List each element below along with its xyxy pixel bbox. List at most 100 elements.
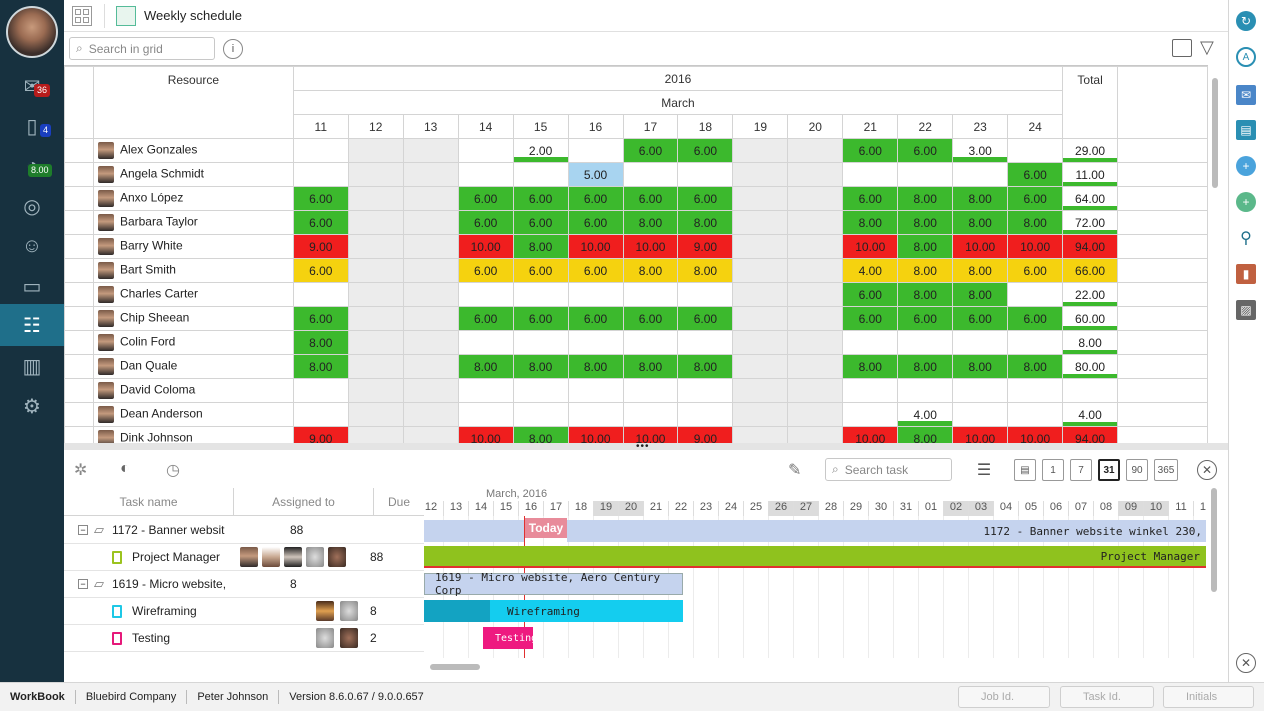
schedule-cell[interactable] xyxy=(1007,282,1064,307)
chart-icon[interactable]: ▨ xyxy=(1236,300,1256,320)
view-7-button[interactable]: 7 xyxy=(1070,459,1092,481)
schedule-cell[interactable]: 6.00 xyxy=(457,306,514,331)
schedule-cell[interactable]: 8.00 xyxy=(677,354,734,379)
job-id-input[interactable]: Job Id. xyxy=(958,686,1050,708)
gantt-bar-micro-website[interactable]: 1619 - Micro website, Aero Century Corp xyxy=(424,571,683,597)
schedule-cell[interactable]: 6.00 xyxy=(842,186,899,211)
schedule-cell[interactable] xyxy=(787,258,844,283)
schedule-cell[interactable] xyxy=(402,354,459,379)
schedule-cell[interactable] xyxy=(677,378,734,403)
status-user[interactable]: Peter Johnson xyxy=(187,690,280,704)
schedule-cell[interactable]: 8.00 xyxy=(952,210,1009,235)
resource-row[interactable]: Alex Gonzales 2.00 6.00 6.00 6.00 6.00 3.00 29.… xyxy=(64,138,1208,163)
new-task-icon[interactable]: ✲ xyxy=(74,462,88,479)
schedule-cell[interactable]: 10.00 xyxy=(952,234,1009,259)
row-selector[interactable] xyxy=(64,402,94,427)
resource-row[interactable]: Bart Smith 6.00 6.00 6.00 6.00 8.00 8.00 4.00 8.… xyxy=(64,258,1208,283)
task-row[interactable]: − ▱ 1172 - Banner websit 88 xyxy=(64,517,424,544)
schedule-cell[interactable]: 6.00 xyxy=(842,138,899,163)
schedule-cell[interactable]: 8.00 xyxy=(952,186,1009,211)
assignee-avatar[interactable] xyxy=(306,547,324,567)
refresh-icon[interactable]: ↻ xyxy=(1236,11,1256,31)
schedule-cell[interactable]: 6.00 xyxy=(677,186,734,211)
schedule-cell[interactable] xyxy=(732,282,789,307)
schedule-cell[interactable]: 8.00 xyxy=(1007,354,1064,379)
schedule-cell[interactable]: 10.00 xyxy=(842,234,899,259)
gantt-bar-project-manager[interactable]: Project Manager xyxy=(424,546,1206,568)
row-selector[interactable] xyxy=(64,330,94,355)
schedule-cell[interactable]: 9.00 xyxy=(292,426,349,443)
schedule-cell[interactable]: 8.00 xyxy=(512,234,569,259)
info-icon[interactable]: i xyxy=(223,39,243,59)
assignee-avatar[interactable] xyxy=(316,601,334,621)
schedule-cell[interactable]: 8.00 xyxy=(897,258,954,283)
schedule-cell[interactable]: 6.00 xyxy=(1007,306,1064,331)
assignee-avatar[interactable] xyxy=(328,547,346,567)
schedule-cell[interactable]: 8.00 xyxy=(897,186,954,211)
schedule-cell[interactable] xyxy=(567,138,624,163)
row-selector[interactable] xyxy=(64,138,94,163)
schedule-cell[interactable] xyxy=(512,162,569,187)
schedule-cell[interactable]: 6.00 xyxy=(842,282,899,307)
schedule-cell[interactable] xyxy=(347,426,404,443)
schedule-cell[interactable] xyxy=(512,402,569,427)
schedule-cell[interactable] xyxy=(787,306,844,331)
resource-row[interactable]: Colin Ford 8.00 8.00 xyxy=(64,330,1208,355)
schedule-cell[interactable] xyxy=(787,234,844,259)
schedule-cell[interactable]: 4.00 xyxy=(842,258,899,283)
assignee-avatar[interactable] xyxy=(262,547,280,567)
schedule-cell[interactable] xyxy=(402,186,459,211)
schedule-cell[interactable] xyxy=(292,282,349,307)
status-company[interactable]: Bluebird Company xyxy=(76,690,188,704)
task-search-input[interactable]: ⌕ Search task xyxy=(825,458,952,481)
schedule-cell[interactable]: 10.00 xyxy=(622,426,679,443)
gantt-bar-wireframing-progress[interactable] xyxy=(424,600,490,622)
view-365-button[interactable]: 365 xyxy=(1154,459,1178,481)
gantt-bar-testing[interactable]: Testing xyxy=(483,627,537,649)
schedule-cell[interactable] xyxy=(347,138,404,163)
globe-plus-icon[interactable]: + xyxy=(1236,192,1256,212)
schedule-cell[interactable]: 6.00 xyxy=(567,186,624,211)
schedule-cell[interactable]: 4.00 xyxy=(897,402,954,427)
schedule-cell[interactable]: 10.00 xyxy=(457,234,514,259)
schedule-cell[interactable]: 8.00 xyxy=(842,210,899,235)
edit-icon[interactable]: ✎ xyxy=(788,462,802,479)
schedule-cell[interactable] xyxy=(347,378,404,403)
schedule-cell[interactable] xyxy=(732,138,789,163)
schedule-cell[interactable] xyxy=(622,378,679,403)
schedule-cell[interactable]: 6.00 xyxy=(1007,162,1064,187)
schedule-cell[interactable] xyxy=(292,378,349,403)
schedule-cell[interactable] xyxy=(402,258,459,283)
schedule-cell[interactable]: 8.00 xyxy=(457,354,514,379)
schedule-icon[interactable]: ☷ xyxy=(0,304,64,346)
clipboard-icon[interactable]: ▯ 4 xyxy=(0,106,64,146)
schedule-cell[interactable] xyxy=(732,234,789,259)
schedule-cell[interactable]: 8.00 xyxy=(897,234,954,259)
schedule-cell[interactable] xyxy=(347,162,404,187)
target-icon[interactable]: ◎ xyxy=(23,195,41,218)
schedule-cell[interactable]: 6.00 xyxy=(622,138,679,163)
schedule-cell[interactable] xyxy=(457,378,514,403)
briefcase-icon[interactable]: ▭ xyxy=(22,275,42,298)
resource-name-cell[interactable]: Dean Anderson xyxy=(92,402,294,427)
task-row[interactable]: Testing 2 xyxy=(64,625,424,652)
schedule-cell[interactable] xyxy=(512,378,569,403)
schedule-cell[interactable] xyxy=(787,162,844,187)
schedule-cell[interactable]: 8.00 xyxy=(622,258,679,283)
grid-search-input[interactable]: ⌕ Search in grid xyxy=(69,37,215,60)
row-selector[interactable] xyxy=(64,162,94,187)
schedule-cell[interactable] xyxy=(732,354,789,379)
schedule-cell[interactable] xyxy=(402,330,459,355)
task-id-input[interactable]: Task Id. xyxy=(1060,686,1154,708)
close-icon[interactable]: ✕ xyxy=(1197,460,1217,480)
assigned-header[interactable]: Assigned to xyxy=(234,488,374,516)
schedule-cell[interactable]: 10.00 xyxy=(567,426,624,443)
row-selector[interactable] xyxy=(64,306,94,331)
schedule-cell[interactable] xyxy=(457,282,514,307)
schedule-cell[interactable] xyxy=(622,282,679,307)
resource-row[interactable]: Chip Sheean 6.00 6.00 6.00 6.00 6.00 6.00 6.00 6… xyxy=(64,306,1208,331)
schedule-cell[interactable] xyxy=(347,258,404,283)
schedule-cell[interactable] xyxy=(402,306,459,331)
schedule-cell[interactable]: 9.00 xyxy=(677,426,734,443)
schedule-cell[interactable] xyxy=(842,162,899,187)
